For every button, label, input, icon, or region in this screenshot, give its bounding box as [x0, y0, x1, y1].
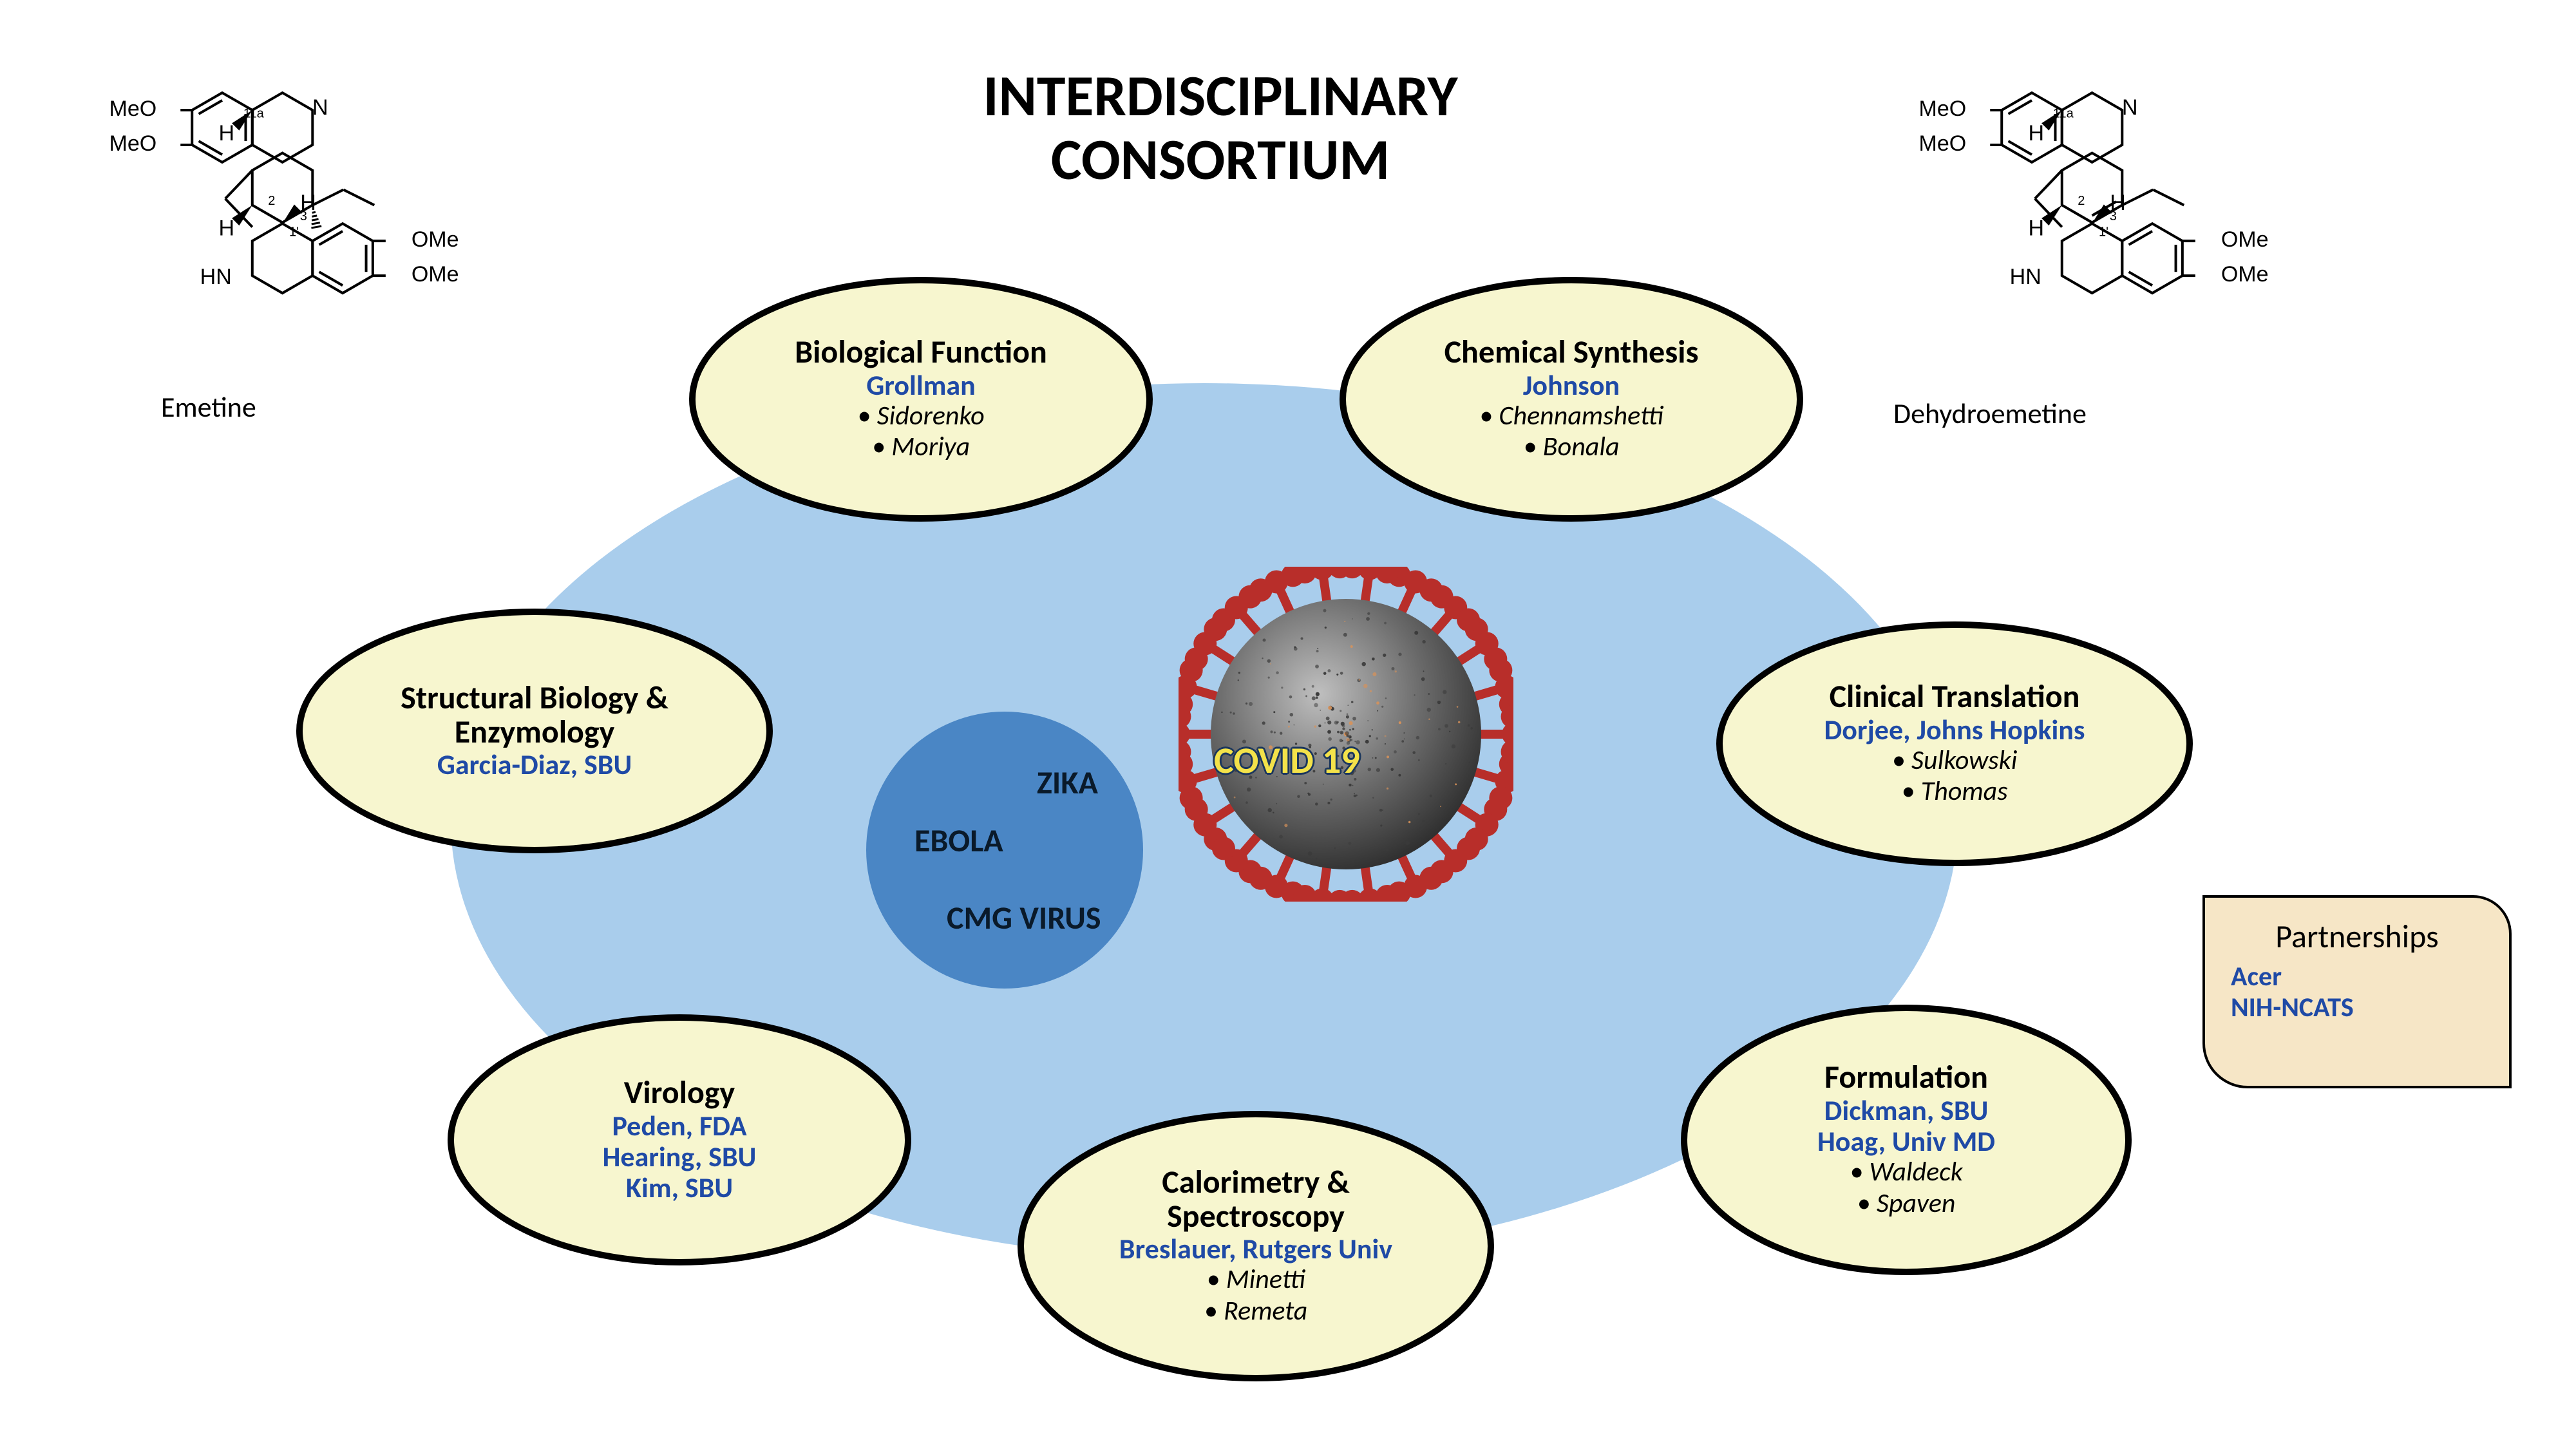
svg-text:H: H: [2110, 191, 2126, 215]
node-lead: Kim, SBU: [626, 1172, 733, 1203]
svg-text:1': 1': [289, 225, 299, 239]
partnerships-box: Partnerships AcerNIH-NCATS: [2202, 895, 2512, 1088]
node-members: • Sulkowski• Thomas: [1892, 745, 2018, 808]
svg-text:N: N: [312, 95, 328, 120]
node-lead: Hoag, Univ MD: [1817, 1126, 1995, 1157]
svg-text:H: H: [218, 121, 234, 146]
molecule-dehydroemetine: MeOMeON11aH23H1'HHNOMeOMe: [1880, 45, 2389, 396]
node-title: Biological Function: [795, 336, 1047, 370]
title-line-2: CONSORTIUM: [1051, 124, 1390, 195]
svg-text:H: H: [2028, 216, 2044, 241]
svg-text:OMe: OMe: [412, 262, 459, 287]
node-title: Formulation: [1824, 1061, 1988, 1095]
partnerships-item: Acer: [2231, 961, 2483, 992]
molecule-emetine: MeOMeON11aH23H1'HHNOMeOMe: [71, 45, 567, 396]
node-biological-function: Biological FunctionGrollman• Sidorenko• …: [689, 277, 1153, 522]
svg-text:H: H: [2028, 121, 2044, 146]
node-title: Chemical Synthesis: [1444, 336, 1699, 370]
node-structural-biology: Structural Biology &EnzymologyGarcia-Dia…: [296, 609, 773, 853]
page-title: INTERDISCIPLINARY CONSORTIUM: [882, 64, 1558, 192]
node-calorimetry: Calorimetry &SpectroscopyBreslauer, Rutg…: [1018, 1111, 1494, 1381]
node-members: • Sidorenko• Moriya: [857, 401, 984, 463]
svg-text:MeO: MeO: [109, 131, 157, 156]
node-lead: Grollman: [866, 370, 976, 401]
title-line-1: INTERDISCIPLINARY: [983, 61, 1458, 131]
svg-text:2: 2: [268, 194, 275, 208]
node-lead: Breslauer, Rutgers Univ: [1119, 1233, 1392, 1264]
node-chemical-synthesis: Chemical SynthesisJohnson• Chennamshetti…: [1340, 277, 1803, 522]
molecule-dehydroemetine-label: Dehydroemetine: [1893, 396, 2087, 431]
center-disease-label: CMG VIRUS: [947, 898, 1101, 938]
svg-text:HN: HN: [200, 265, 232, 289]
node-clinical-translation: Clinical TranslationDorjee, Johns Hopkin…: [1716, 621, 2193, 866]
node-lead: Hearing, SBU: [603, 1141, 757, 1172]
node-members: • Minetti• Remeta: [1204, 1264, 1308, 1327]
svg-text:N: N: [2122, 95, 2138, 120]
center-disease-label: EBOLA: [914, 821, 1003, 860]
node-lead: Peden, FDA: [612, 1110, 746, 1141]
node-title: Calorimetry &Spectroscopy: [1162, 1166, 1349, 1233]
node-title: Clinical Translation: [1830, 680, 2080, 714]
svg-text:MeO: MeO: [109, 97, 157, 121]
node-formulation: FormulationDickman, SBUHoag, Univ MD• Wa…: [1681, 1005, 2132, 1275]
node-lead: Dorjee, Johns Hopkins: [1824, 714, 2085, 745]
node-title: Virology: [624, 1076, 735, 1110]
svg-text:MeO: MeO: [1919, 97, 1967, 121]
node-virology: VirologyPeden, FDAHearing, SBUKim, SBU: [448, 1014, 911, 1265]
node-members: • Waldeck• Spaven: [1850, 1157, 1963, 1219]
svg-text:MeO: MeO: [1919, 131, 1967, 156]
center-disease-label: ZIKA: [1037, 763, 1098, 802]
svg-text:OMe: OMe: [2221, 262, 2269, 287]
svg-text:1': 1': [2099, 225, 2108, 239]
node-members: • Chennamshetti• Bonala: [1479, 401, 1663, 463]
node-lead: Johnson: [1523, 370, 1620, 401]
node-lead: Garcia-Diaz, SBU: [437, 749, 632, 780]
svg-text:H: H: [300, 191, 316, 215]
molecule-emetine-label: Emetine: [161, 390, 256, 424]
partnerships-title: Partnerships: [2231, 917, 2483, 956]
svg-text:HN: HN: [2010, 265, 2041, 289]
svg-text:OMe: OMe: [2221, 227, 2269, 252]
node-lead: Dickman, SBU: [1824, 1095, 1989, 1126]
svg-text:2: 2: [2078, 194, 2085, 208]
center-diseases-circle: [866, 712, 1143, 989]
svg-text:OMe: OMe: [412, 227, 459, 252]
node-title: Structural Biology &Enzymology: [401, 681, 668, 749]
covid-virus-icon: [1179, 567, 1513, 905]
partnerships-item: NIH-NCATS: [2231, 992, 2483, 1023]
covid-label: COVID 19: [1214, 737, 1360, 783]
svg-text:H: H: [218, 216, 234, 241]
